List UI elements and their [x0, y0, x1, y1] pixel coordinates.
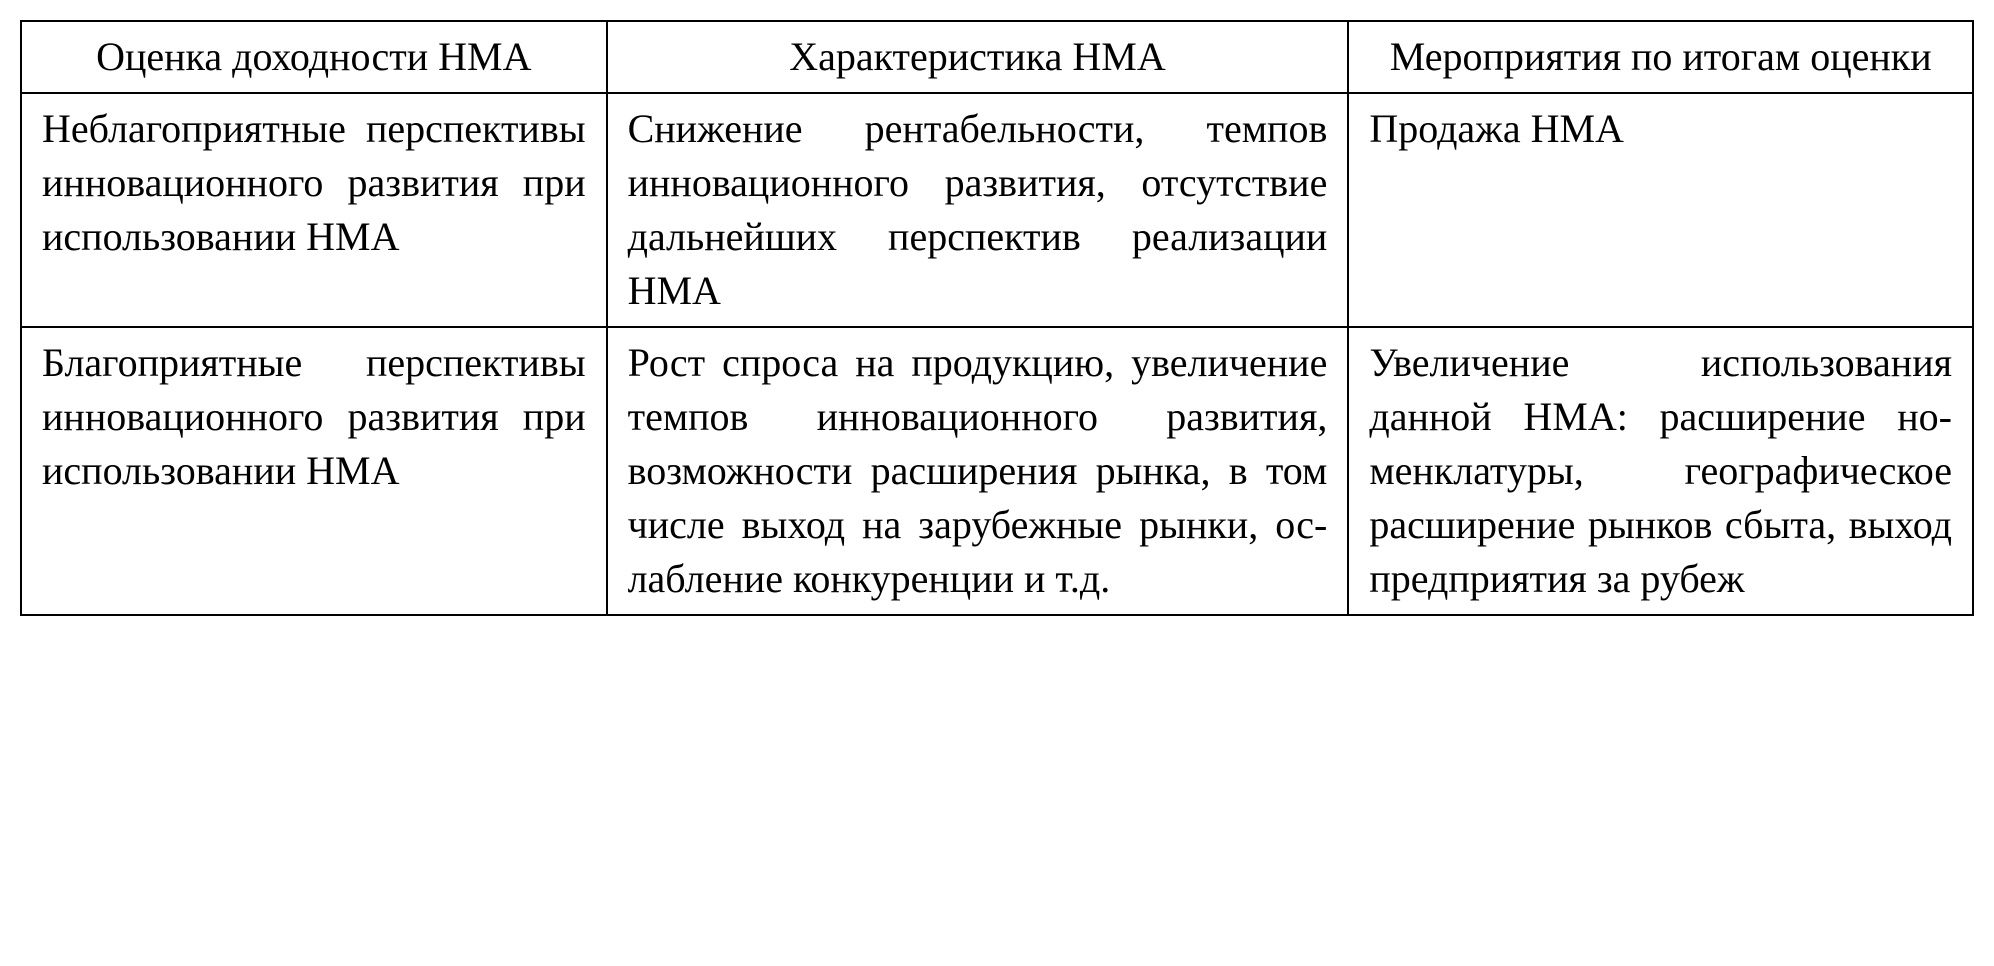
cell-assessment: Благоприятные пер­спективы иннова­ционно…	[21, 327, 607, 615]
table-header-row: Оценка доходности НМА Характеристика НМА…	[21, 21, 1973, 93]
table-row: Благоприятные пер­спективы иннова­ционно…	[21, 327, 1973, 615]
cell-assessment: Неблагоприятные перспективы инно­вационн…	[21, 93, 607, 327]
cell-activities: Увеличение использования данной НМА: рас…	[1348, 327, 1973, 615]
header-cell-activities: Мероприятия по итогам оценки	[1348, 21, 1973, 93]
table-row: Неблагоприятные перспективы инно­вационн…	[21, 93, 1973, 327]
header-cell-assessment: Оценка доходности НМА	[21, 21, 607, 93]
cell-characteristic: Рост спроса на продукцию, увеличение тем…	[607, 327, 1349, 615]
nma-table: Оценка доходности НМА Характеристика НМА…	[20, 20, 1974, 616]
cell-activities: Продажа НМА	[1348, 93, 1973, 327]
cell-characteristic: Снижение рентабельности, темпов инноваци…	[607, 93, 1349, 327]
header-cell-characteristic: Характеристика НМА	[607, 21, 1349, 93]
